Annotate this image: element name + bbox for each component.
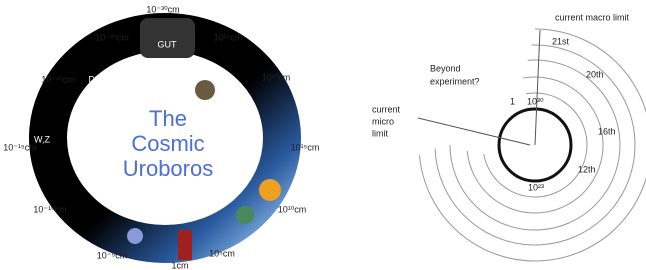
beyond-label: Beyond xyxy=(430,63,461,73)
title-line: The xyxy=(149,106,187,131)
title-line: Uroboros xyxy=(123,156,213,181)
earth-icon xyxy=(236,206,254,224)
diagram: TheCosmicUroboros 10⁻³⁰cm 10⁻²⁵cm 10²⁵cm 10⁻… xyxy=(0,0,646,270)
scale-label: 10⁻²⁰cm xyxy=(41,74,74,84)
top-value: 10³⁰ xyxy=(527,96,544,106)
title-line: Cosmic xyxy=(131,131,204,156)
micro-limit: limit xyxy=(372,128,388,138)
century-label: 20th xyxy=(586,69,604,79)
macro-pointer xyxy=(535,30,540,145)
scale-label: 10⁻¹⁵cm xyxy=(3,142,37,152)
cell-icon xyxy=(127,228,143,244)
micro-pointer xyxy=(418,118,530,145)
century-label: 21st xyxy=(552,36,570,46)
snake-head xyxy=(140,18,195,58)
scale-label: 10⁻²⁵cm xyxy=(95,32,129,42)
scale-label: 10²⁰cm xyxy=(262,72,291,82)
scale-label: 10¹⁵cm xyxy=(291,142,320,152)
micro-limit: micro xyxy=(372,116,394,126)
beyond-label: experiment? xyxy=(430,76,480,86)
bottom-value: 10²³ xyxy=(528,182,544,192)
micro-limit: current xyxy=(372,104,401,114)
sun-icon xyxy=(259,179,281,201)
macro-limit: current macro limit xyxy=(555,12,630,22)
human-icon xyxy=(178,230,192,260)
scale-label: 10²⁵cm xyxy=(214,32,243,42)
one-label: 1 xyxy=(510,96,515,106)
century-label: 12th xyxy=(578,164,596,174)
century-label: 16th xyxy=(598,126,616,136)
icon-label: GUT xyxy=(158,39,178,49)
galaxy-icon xyxy=(195,80,215,100)
scale-label: 10⁵cm xyxy=(209,248,235,258)
scale-label: 10⁻¹⁰cm xyxy=(33,204,66,214)
scale-label: 1cm xyxy=(171,260,188,270)
scale-label: 10¹⁰cm xyxy=(278,204,307,214)
icon-label: DM? xyxy=(88,74,107,84)
icon-label: W,Z xyxy=(34,134,50,144)
scale-label: 10⁻⁵cm xyxy=(97,250,128,260)
scale-label: 10⁻³⁰cm xyxy=(146,4,179,14)
